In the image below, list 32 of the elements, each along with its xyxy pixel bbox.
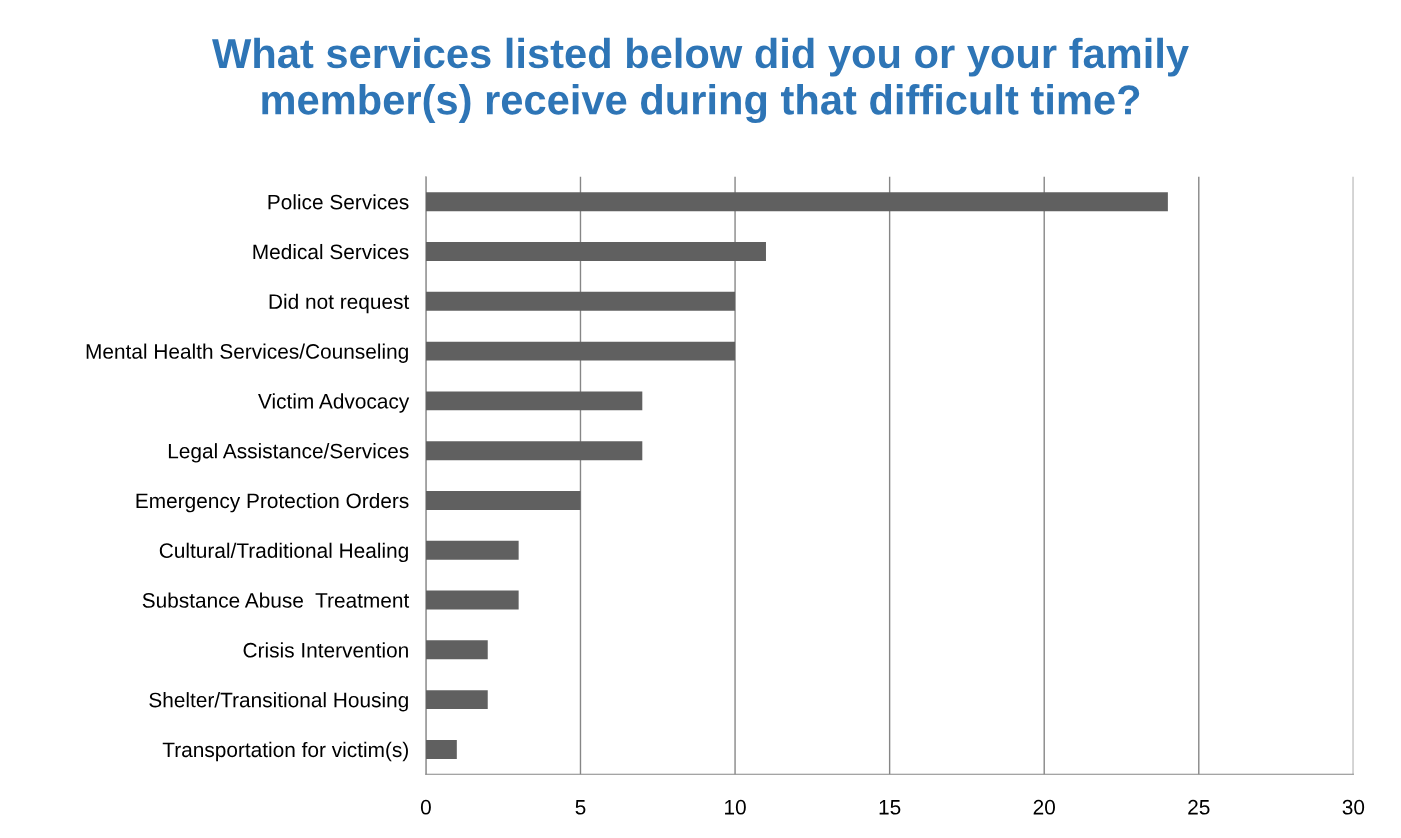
y-tick-label: Transportation for victim(s) <box>162 741 408 762</box>
x-tick-label: 0 <box>420 799 431 815</box>
y-tick-label: Legal Assistance/Services <box>168 443 409 463</box>
x-tick-label: 30 <box>1342 799 1365 815</box>
y-tick-label: Police Services <box>268 194 409 210</box>
y-tick-label: Emergency Protection Orders <box>136 492 409 513</box>
bar <box>425 291 736 311</box>
x-tick-label: 20 <box>1033 799 1055 815</box>
y-tick-label: Medical Services <box>253 243 409 260</box>
x-tick-label: 5 <box>575 800 586 815</box>
bar <box>425 590 519 610</box>
x-tick-label: 15 <box>879 800 901 815</box>
y-tick-label: Shelter/Transitional Housing <box>149 692 408 712</box>
bar <box>425 391 643 411</box>
bar <box>425 341 736 361</box>
bar <box>425 739 457 759</box>
y-tick-label: Victim Advocacy <box>258 393 410 413</box>
bar <box>425 640 488 660</box>
y-tick-label: Substance Abuse Treatment <box>142 592 410 608</box>
y-tick-label: Mental Health Services/Counseling <box>86 343 408 363</box>
x-tick-label: 10 <box>725 799 746 815</box>
chart-title: What services listed below did you or your family member(s) receive during that difficult time? <box>212 37 1189 124</box>
y-tick-label: Did not request <box>269 293 410 314</box>
bar <box>425 192 1168 212</box>
bar <box>425 540 519 560</box>
bar <box>425 441 643 461</box>
bar <box>425 491 581 510</box>
y-tick-label: Cultural/Traditional Healing <box>159 542 408 563</box>
bar <box>425 690 488 710</box>
x-tick-label: 25 <box>1188 799 1210 815</box>
bar <box>425 242 766 261</box>
y-tick-label: Crisis Intervention <box>243 642 408 658</box>
